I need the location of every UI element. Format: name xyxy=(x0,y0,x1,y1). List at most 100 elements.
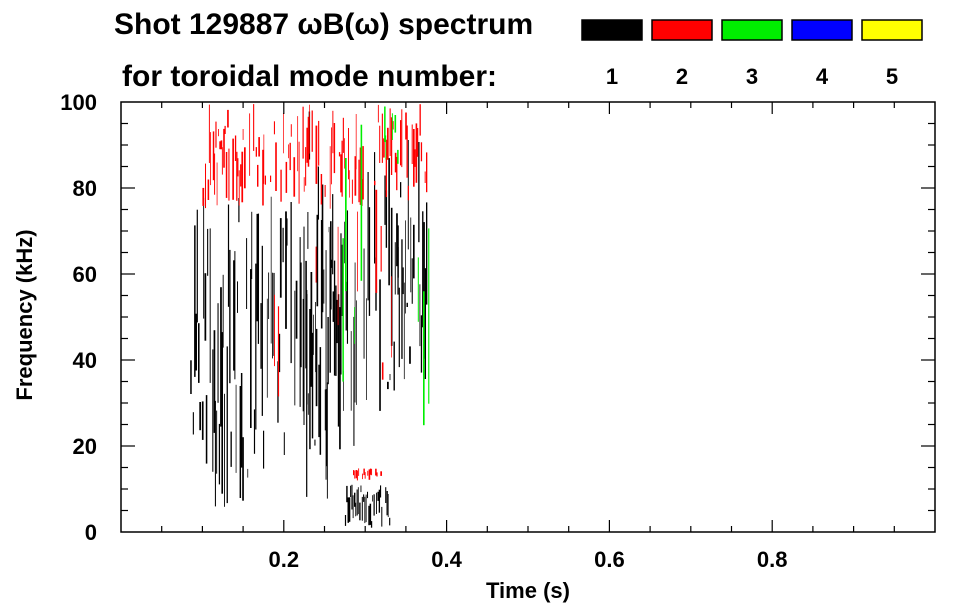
spectrum-streak xyxy=(411,124,413,164)
spectrum-streak xyxy=(368,505,370,526)
spectrum-streak xyxy=(374,152,376,264)
spectrum-streak xyxy=(302,298,305,412)
spectrum-streak xyxy=(315,328,318,407)
spectrum-streak xyxy=(216,410,218,474)
spectrum-streak xyxy=(223,128,225,168)
spectrum-streak xyxy=(279,218,282,298)
mode-3-region-10 xyxy=(342,124,430,426)
spectrum-streak xyxy=(363,248,365,359)
spectrum-streak xyxy=(359,502,361,521)
spectrum-streak xyxy=(310,272,313,387)
spectrum-streak xyxy=(389,374,391,381)
spectrum-streak xyxy=(303,177,305,192)
spectrum-streak xyxy=(216,162,218,206)
spectrum-streak xyxy=(352,495,354,519)
spectrum-streak xyxy=(419,284,421,347)
spectrum-streak xyxy=(401,109,403,168)
spectrum-streak xyxy=(283,113,284,154)
spectrum-streak xyxy=(205,395,208,464)
legend: 1 2 3 4 5 xyxy=(581,19,923,89)
spectrum-streak xyxy=(406,302,408,307)
spectrum-streak xyxy=(416,128,419,157)
spectrum-streak xyxy=(290,202,292,364)
spectrum-streak xyxy=(332,291,335,322)
spectrum-streak xyxy=(226,346,228,504)
spectrum-streak xyxy=(309,309,311,450)
spectrum-streak xyxy=(313,314,314,355)
mode-1-region-5 xyxy=(389,140,428,381)
spectrum-streak xyxy=(342,238,344,382)
spectrum-streak xyxy=(428,228,430,404)
spectrum-streak xyxy=(332,194,334,275)
spectrum-streak xyxy=(273,121,275,135)
spectrum-streak xyxy=(289,142,291,171)
spectrum-streak xyxy=(228,148,230,201)
spectrum-streak xyxy=(379,279,381,411)
spectrum-streak xyxy=(356,300,357,405)
spectrum-streak xyxy=(366,298,367,400)
spectrum-streak xyxy=(246,238,248,309)
spectrum-streak xyxy=(386,491,388,516)
spectrum-streak xyxy=(233,260,235,371)
spectrum-streak xyxy=(387,494,389,517)
spectrum-streak xyxy=(355,470,358,479)
spectrum-streak xyxy=(419,104,421,136)
spectrum-streak xyxy=(345,158,347,292)
spectrum-streak xyxy=(337,226,339,326)
spectrum-streak xyxy=(381,113,383,163)
spectrum-streak xyxy=(426,202,428,305)
spectrum-streak xyxy=(318,364,320,438)
spectrum-streak xyxy=(217,303,219,403)
spectrum-streak xyxy=(198,323,200,383)
spectrum-streak xyxy=(348,128,349,180)
legend-swatch-mode-1 xyxy=(581,19,643,41)
spectrum-streak xyxy=(229,249,231,384)
spectrum-streak xyxy=(359,147,362,205)
spectrum-streak xyxy=(232,138,234,200)
spectrum-streak xyxy=(406,125,408,178)
spectrum-streak xyxy=(350,331,352,411)
spectrum-streak xyxy=(405,112,407,140)
spectrum-streak xyxy=(218,423,221,485)
spectrum-streak xyxy=(392,121,394,130)
spectrum-streak xyxy=(374,180,376,186)
spectrum-streak xyxy=(263,430,265,469)
spectrum-streak xyxy=(244,147,246,189)
spectrum-streak xyxy=(309,104,310,154)
spectrum-streak xyxy=(270,196,272,344)
spectrum-streak xyxy=(335,285,337,376)
spectrum-streak xyxy=(264,175,267,185)
spectrum-streak xyxy=(207,228,209,276)
spectrum-streak xyxy=(368,207,371,316)
spectrum-streak xyxy=(208,104,210,163)
legend-swatch-mode-2 xyxy=(651,19,713,41)
spectrum-streak xyxy=(331,127,332,185)
plot-axes: 0.2 0.4 0.6 0.8 0 20 40 60 80 100 xyxy=(60,90,936,572)
spectrum-streak xyxy=(394,242,396,295)
spectrum-streak xyxy=(351,484,353,510)
spectrum-streak xyxy=(283,432,285,455)
spectrum-streak xyxy=(236,151,238,201)
spectrum-streak xyxy=(278,333,281,373)
spectrum-streak xyxy=(400,182,402,198)
mode-1-region-1 xyxy=(190,196,288,507)
spectrum-streak xyxy=(347,497,350,523)
spectrum-streak xyxy=(420,142,423,162)
legend-swatch-mode-3 xyxy=(721,19,783,41)
spectrum-streak xyxy=(240,373,243,468)
spectrum-streak xyxy=(343,371,344,411)
spectrum-streak xyxy=(270,175,272,182)
legend-swatch-mode-4 xyxy=(791,19,853,41)
spectrum-streak xyxy=(251,211,253,279)
spectrum-streak xyxy=(393,341,395,391)
spectrum-streak xyxy=(250,269,252,428)
y-tick-label: 100 xyxy=(60,90,97,115)
spectrum-streak xyxy=(194,225,196,377)
spectrum-streak xyxy=(387,127,389,160)
spectrum-streak xyxy=(354,156,357,196)
spectrum-streak xyxy=(357,487,359,515)
spectrum-streak xyxy=(390,117,393,175)
y-tick-label: 0 xyxy=(85,520,97,545)
spectrum-streak xyxy=(397,225,399,278)
spectrum-streak xyxy=(328,226,330,233)
